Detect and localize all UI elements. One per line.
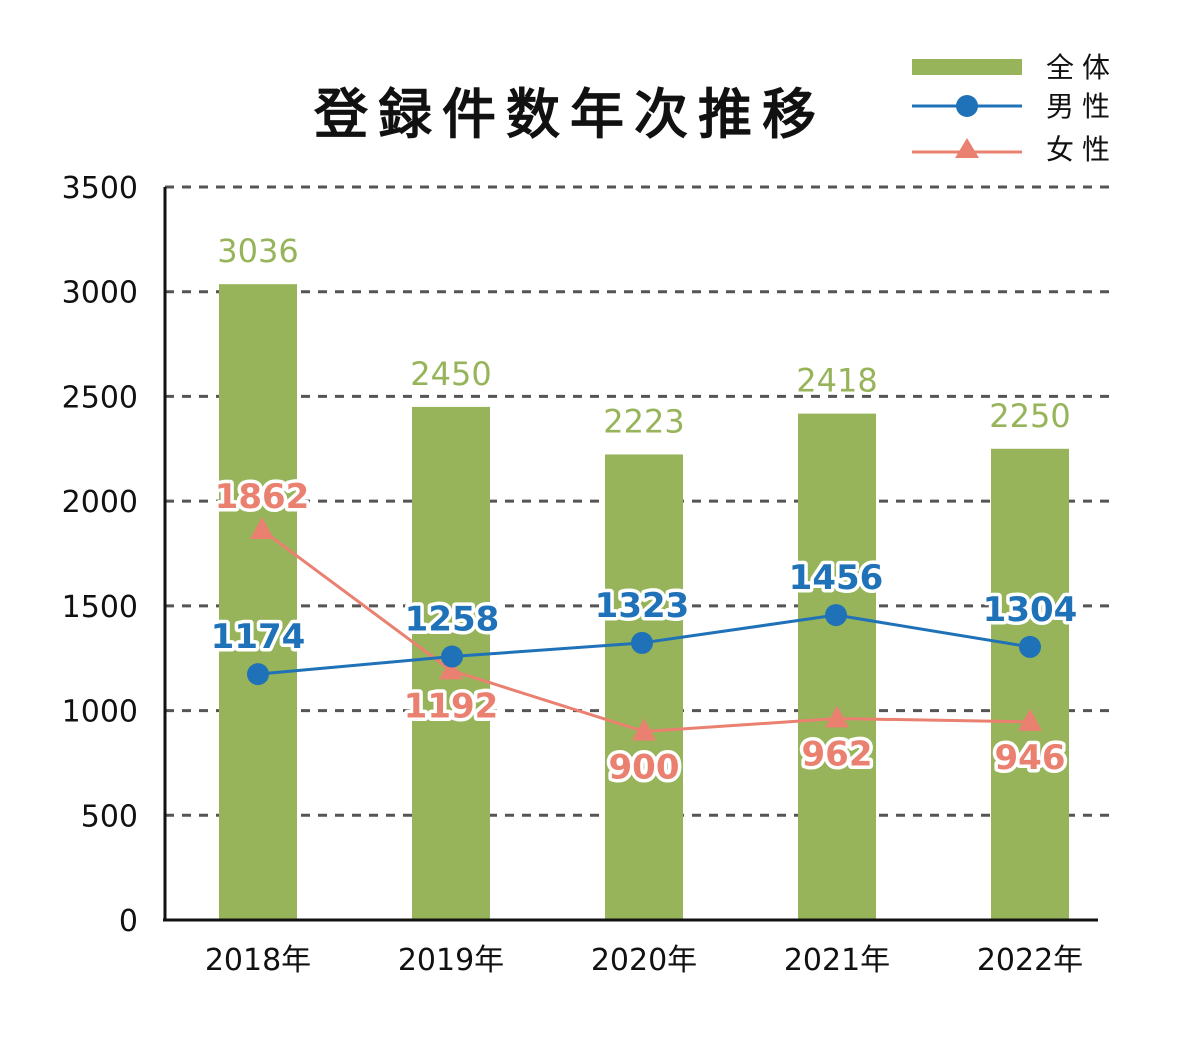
axes: 0 500 1000 1500 2000 2500 3000 3500 2018年 2019年 20… bbox=[62, 171, 1098, 978]
x-tick-label: 2019年 bbox=[398, 943, 504, 978]
legend-swatch-total bbox=[912, 59, 1022, 75]
bar-value-label: 3036 bbox=[217, 232, 298, 270]
legend-label-total: 全体 bbox=[1046, 51, 1118, 84]
legend-label-male: 男性 bbox=[1046, 90, 1118, 123]
male-value-label: 1174 bbox=[211, 617, 306, 657]
y-tick-label: 1500 bbox=[62, 590, 138, 625]
bar-value-label: 2223 bbox=[603, 402, 684, 440]
data-labels: 3036 2450 2223 2418 2250 1174 1258 1323 1456 1304… bbox=[207, 232, 1081, 791]
male-marker bbox=[1019, 635, 1041, 658]
bar-value-label: 2418 bbox=[796, 362, 877, 400]
y-tick-label: 2000 bbox=[62, 485, 138, 520]
female-value-label: 962 bbox=[802, 735, 873, 775]
bar-value-label: 2450 bbox=[410, 355, 491, 393]
bar-value-label: 2250 bbox=[989, 397, 1070, 435]
y-tick-label: 3000 bbox=[62, 276, 138, 311]
male-value-label: 1258 bbox=[405, 600, 500, 640]
y-tick-label: 0 bbox=[119, 904, 138, 939]
male-marker bbox=[631, 631, 653, 654]
female-value-label: 946 bbox=[995, 738, 1066, 778]
male-marker bbox=[825, 604, 847, 627]
female-marker bbox=[1018, 708, 1042, 731]
bar-2 bbox=[605, 454, 683, 920]
y-tick-label: 500 bbox=[81, 799, 138, 834]
x-tick-label: 2018年 bbox=[205, 943, 311, 978]
female-marker bbox=[825, 705, 849, 728]
bar-3 bbox=[798, 413, 876, 920]
legend-label-female: 女性 bbox=[1046, 133, 1118, 166]
bar-0 bbox=[219, 284, 297, 920]
legend-marker-male bbox=[956, 95, 978, 117]
y-tick-label: 3500 bbox=[62, 171, 138, 206]
y-tick-label: 2500 bbox=[62, 380, 138, 415]
female-value-label: 1862 bbox=[215, 477, 310, 517]
x-tick-label: 2021年 bbox=[784, 943, 890, 978]
bar-4 bbox=[991, 448, 1069, 920]
chart-title: 登録件数年次推移 bbox=[313, 83, 826, 146]
male-marker bbox=[441, 645, 463, 668]
female-marker bbox=[250, 517, 274, 540]
female-value-label: 1192 bbox=[404, 686, 499, 726]
female-value-label: 900 bbox=[609, 748, 680, 788]
series-lines bbox=[247, 517, 1042, 741]
male-value-label: 1456 bbox=[789, 558, 884, 598]
legend-marker-female bbox=[955, 138, 979, 158]
y-tick-label: 1000 bbox=[62, 695, 138, 730]
x-tick-label: 2022年 bbox=[977, 943, 1083, 978]
male-value-label: 1323 bbox=[595, 586, 690, 626]
female-marker bbox=[632, 718, 656, 741]
male-marker bbox=[247, 663, 269, 686]
female-marker bbox=[439, 657, 463, 680]
grid-lines bbox=[165, 185, 1110, 817]
bars bbox=[219, 284, 1069, 920]
x-tick-label: 2020年 bbox=[591, 943, 697, 978]
male-value-label: 1304 bbox=[983, 590, 1078, 630]
